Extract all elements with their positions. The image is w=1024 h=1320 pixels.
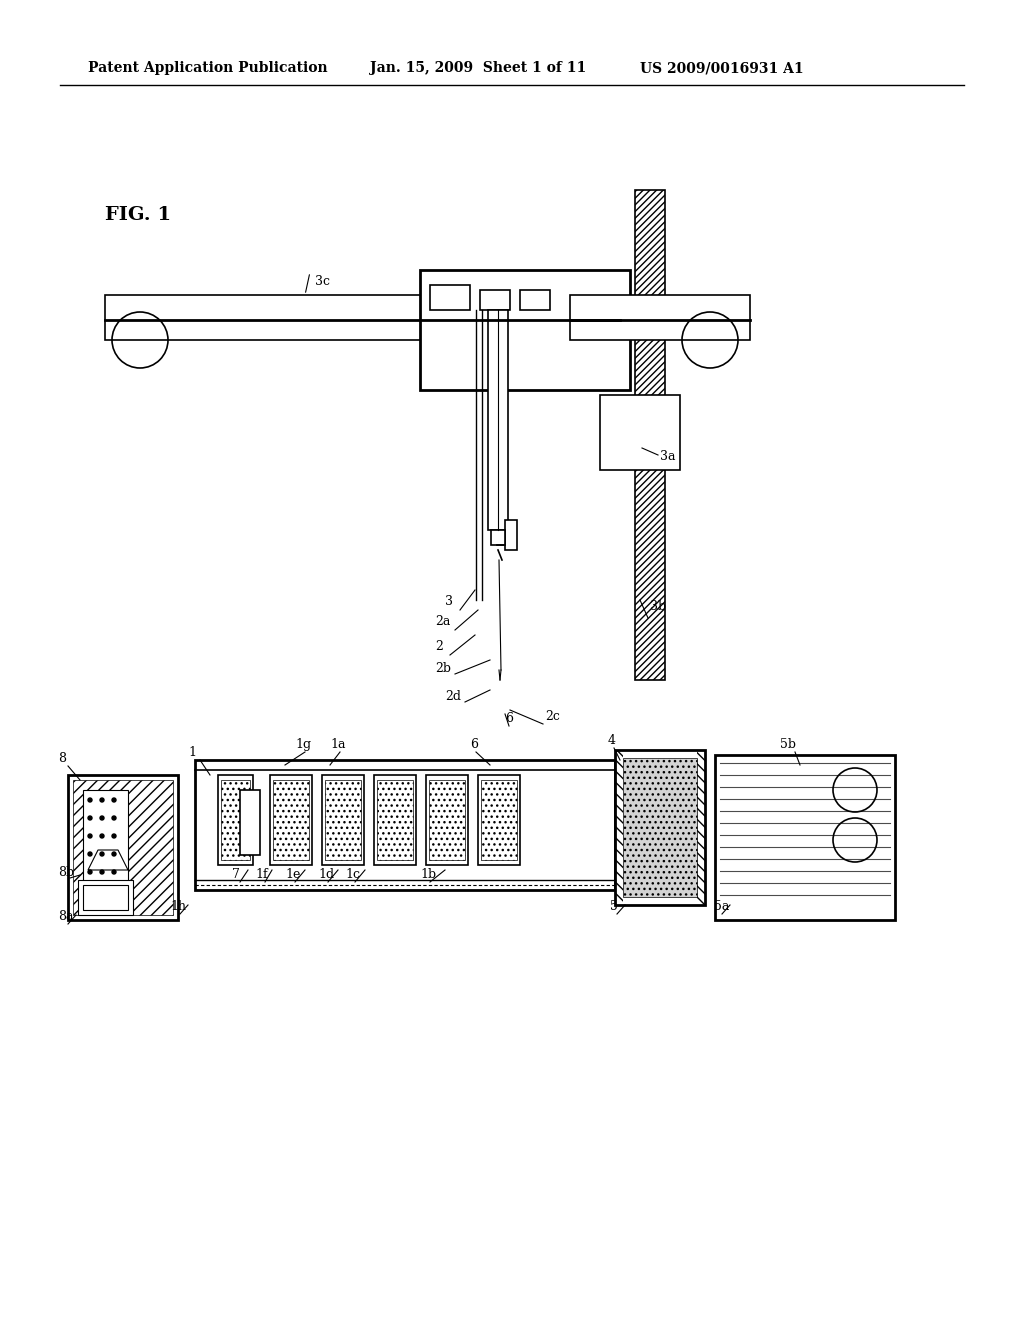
Circle shape (112, 870, 116, 874)
Circle shape (100, 816, 104, 820)
Bar (83, 789, 128, 906)
Bar (270, 775, 312, 865)
Circle shape (112, 816, 116, 820)
Bar (697, 750, 705, 906)
Circle shape (112, 851, 116, 855)
Bar (488, 310, 508, 531)
Bar (635, 190, 665, 680)
Text: 3a: 3a (660, 450, 676, 463)
Bar (429, 780, 465, 861)
Text: FIG. 1: FIG. 1 (105, 206, 171, 224)
Bar (715, 755, 895, 920)
Text: 2a: 2a (435, 615, 451, 628)
Text: 1a: 1a (330, 738, 345, 751)
Circle shape (88, 834, 92, 838)
Bar (600, 395, 680, 470)
Text: 6: 6 (470, 738, 478, 751)
Text: 1c: 1c (345, 869, 360, 880)
Text: 8a: 8a (58, 909, 74, 923)
Text: US 2009/0016931 A1: US 2009/0016931 A1 (640, 61, 804, 75)
Bar (83, 884, 128, 909)
Bar (430, 285, 470, 310)
Text: 2d: 2d (445, 690, 461, 704)
Circle shape (100, 851, 104, 855)
Bar (420, 271, 630, 389)
Circle shape (88, 816, 92, 820)
Text: 7: 7 (232, 869, 240, 880)
Bar (426, 775, 468, 865)
Bar (374, 775, 416, 865)
Bar (195, 760, 615, 890)
Bar (478, 775, 520, 865)
Bar (481, 780, 517, 861)
Bar (221, 780, 250, 861)
Bar (73, 780, 173, 915)
Text: 6: 6 (505, 711, 513, 725)
Bar (480, 290, 510, 310)
Text: 8: 8 (58, 752, 66, 766)
Circle shape (100, 834, 104, 838)
Bar (218, 775, 253, 865)
Text: 1g: 1g (295, 738, 311, 751)
Text: 2c: 2c (545, 710, 560, 723)
Bar (68, 775, 178, 920)
Circle shape (112, 799, 116, 803)
Circle shape (100, 799, 104, 803)
Text: 2: 2 (435, 640, 442, 653)
Circle shape (112, 834, 116, 838)
Circle shape (88, 799, 92, 803)
Text: 3b: 3b (650, 601, 667, 612)
Bar (623, 758, 697, 898)
Bar (615, 750, 705, 906)
Bar (105, 294, 620, 341)
Bar (78, 880, 133, 915)
Bar (615, 750, 623, 906)
Bar (273, 780, 309, 861)
Text: 1: 1 (188, 746, 196, 759)
Circle shape (88, 870, 92, 874)
Text: 1d: 1d (318, 869, 334, 880)
Text: 2b: 2b (435, 663, 451, 675)
Text: 8b: 8b (58, 866, 74, 879)
Bar (325, 780, 361, 861)
Text: Jan. 15, 2009  Sheet 1 of 11: Jan. 15, 2009 Sheet 1 of 11 (370, 61, 587, 75)
Text: 1f: 1f (255, 869, 267, 880)
Bar (490, 531, 505, 545)
Bar (240, 789, 260, 855)
Text: 5b: 5b (780, 738, 796, 751)
Bar (505, 520, 517, 550)
Bar (520, 290, 550, 310)
Text: 4: 4 (608, 734, 616, 747)
Text: 5: 5 (610, 900, 617, 913)
Text: 3: 3 (445, 595, 453, 609)
Text: Patent Application Publication: Patent Application Publication (88, 61, 328, 75)
Bar (377, 780, 413, 861)
Text: 1h: 1h (170, 900, 186, 913)
Circle shape (100, 870, 104, 874)
Bar (322, 775, 364, 865)
Circle shape (88, 851, 92, 855)
Text: 5a: 5a (714, 900, 729, 913)
Text: 1e: 1e (285, 869, 300, 880)
Text: 1b: 1b (420, 869, 436, 880)
Bar (570, 294, 750, 341)
Text: 3c: 3c (315, 275, 330, 288)
